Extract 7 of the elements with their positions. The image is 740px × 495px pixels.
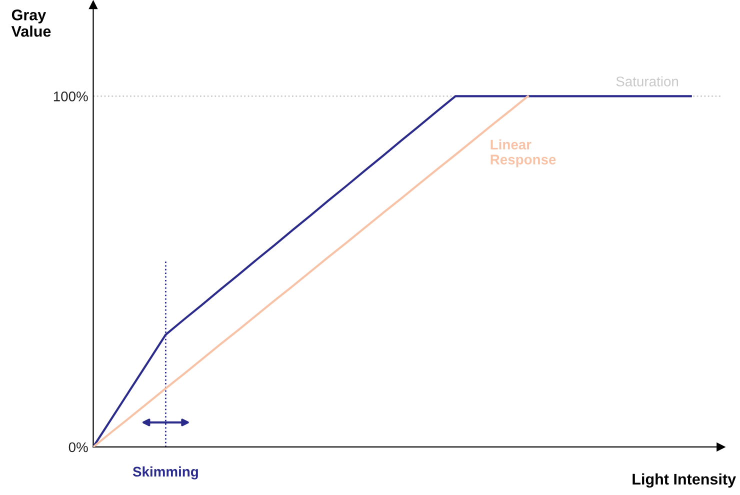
x-axis-title: Light Intensity bbox=[632, 473, 736, 488]
text: Skimming bbox=[132, 466, 198, 480]
y-axis-title: Gray Value bbox=[11, 10, 51, 37]
y-tick-label: 0% bbox=[68, 442, 88, 452]
line-series bbox=[93, 95, 692, 447]
annotation: Linear Response bbox=[490, 139, 556, 168]
y-tick-label: 100% bbox=[54, 92, 88, 102]
